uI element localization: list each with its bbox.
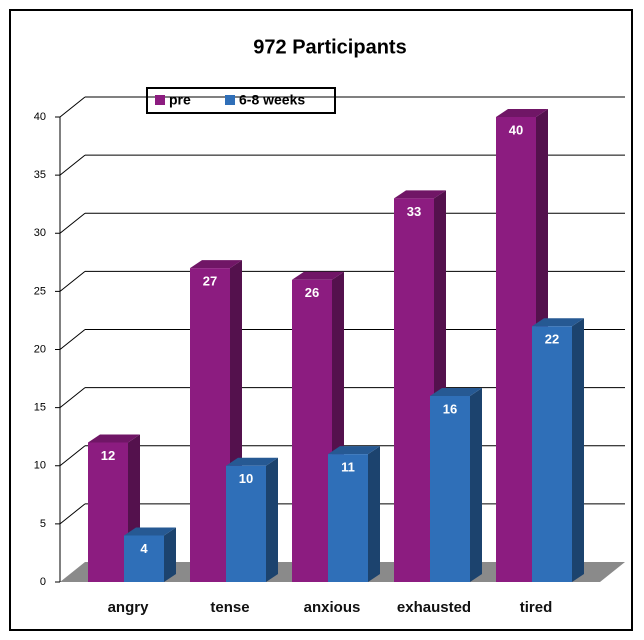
grid-line — [59, 270, 86, 292]
x-tick-label: angry — [108, 599, 150, 616]
bar — [226, 465, 266, 582]
grid-line — [59, 212, 86, 234]
grid-line — [59, 503, 86, 525]
value-label: 16 — [443, 401, 457, 416]
x-tick-label: anxious — [304, 599, 361, 616]
legend-swatch — [155, 95, 165, 105]
legend — [146, 87, 336, 114]
y-tick-label: 20 — [34, 343, 46, 355]
bar — [124, 535, 164, 582]
bar-top — [124, 527, 176, 536]
y-tick-label: 40 — [34, 111, 46, 123]
y-tick-label: 5 — [40, 518, 46, 530]
legend-label: pre — [169, 92, 191, 108]
bar-top — [394, 190, 446, 199]
bar-top — [532, 318, 584, 327]
bar — [292, 279, 332, 582]
x-tick-label: tired — [520, 599, 553, 616]
bar — [328, 454, 368, 582]
chart-title: 972 Participants — [253, 36, 406, 58]
bar-top — [496, 109, 548, 117]
grid-line — [59, 387, 86, 409]
y-tick-label: 15 — [34, 402, 46, 414]
y-tick-label: 35 — [34, 169, 46, 181]
value-label: 10 — [239, 471, 253, 486]
value-label: 11 — [341, 460, 355, 475]
bar-top — [430, 388, 482, 396]
bar — [394, 198, 434, 582]
bar-top — [88, 434, 140, 443]
grid-line — [59, 445, 86, 467]
x-tick-label: tense — [210, 599, 249, 616]
y-tick-label: 25 — [34, 285, 46, 297]
y-tick-label: 30 — [34, 227, 46, 239]
bar — [430, 396, 470, 582]
legend-swatch — [225, 95, 235, 105]
grid-line — [59, 154, 86, 176]
bar-side — [164, 527, 176, 582]
grid-line — [59, 329, 86, 350]
y-tick-label: 10 — [34, 460, 46, 472]
bar-top — [328, 446, 380, 455]
value-label: 33 — [407, 204, 421, 219]
bar-side — [266, 457, 278, 582]
value-label: 12 — [101, 448, 115, 463]
bar — [496, 117, 536, 582]
bar-side — [470, 388, 482, 582]
value-label: 22 — [545, 332, 559, 347]
value-label: 4 — [140, 541, 148, 556]
bar-side — [368, 446, 380, 582]
bar-top — [226, 457, 278, 466]
bar-top — [292, 271, 344, 280]
bar-side — [572, 318, 584, 582]
value-label: 26 — [305, 285, 319, 300]
bar — [532, 326, 572, 582]
bar — [190, 268, 230, 582]
legend-label: 6-8 weeks — [239, 92, 305, 108]
grid-line — [59, 96, 86, 118]
value-label: 40 — [509, 122, 523, 137]
bar — [88, 442, 128, 582]
value-label: 27 — [203, 274, 217, 289]
x-tick-label: exhausted — [397, 599, 471, 616]
y-tick-label: 0 — [40, 576, 46, 588]
bar-top — [190, 260, 242, 269]
